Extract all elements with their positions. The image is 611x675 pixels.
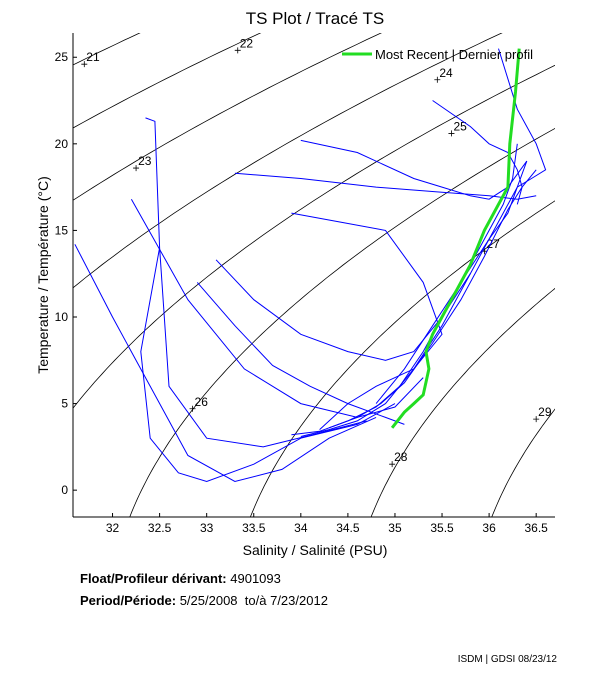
profile-line — [300, 139, 528, 200]
y-tick-label: 25 — [55, 50, 69, 64]
contour-label: 28 — [394, 450, 408, 464]
contour-label-marker — [389, 461, 396, 468]
x-tick-label: 36.5 — [524, 521, 548, 535]
legend: Most Recent | Dernier profil — [342, 47, 533, 62]
y-tick-label: 5 — [61, 397, 68, 411]
y-axis-label: Temperature / Température (°C) — [35, 176, 51, 374]
contour-label: 23 — [138, 154, 152, 168]
contour-label-marker — [448, 130, 455, 137]
contour-label: 25 — [453, 119, 467, 133]
profiles — [74, 48, 547, 483]
density-contour-24 — [73, 33, 503, 289]
profile-line — [196, 282, 405, 425]
chart-title: TS Plot / Tracé TS — [245, 9, 385, 28]
density-contours — [73, 33, 555, 517]
profile-line — [300, 160, 528, 437]
contour-label: 24 — [439, 66, 453, 80]
x-axis-label: Salinity / Salinité (PSU) — [243, 542, 388, 558]
contour-label-marker — [533, 416, 540, 423]
contour-label-marker — [189, 405, 196, 412]
x-tick-label: 33 — [200, 521, 214, 535]
density-contour-21 — [73, 33, 141, 66]
x-tick-label: 34 — [294, 521, 308, 535]
period-sep: to/à — [244, 593, 267, 608]
profile-line — [140, 247, 396, 483]
period-info: Period/Période: 5/25/2008 to/à 7/23/2012 — [80, 593, 328, 608]
profile-line — [291, 212, 443, 430]
contour-label: 29 — [538, 405, 552, 419]
profile-line — [432, 100, 523, 205]
y-tick-label: 15 — [55, 223, 69, 237]
contour-label-marker — [434, 76, 441, 83]
float-id: 4901093 — [230, 571, 281, 586]
most-recent-profile — [390, 48, 521, 429]
contour-label: 27 — [486, 237, 500, 251]
period-end: 7/23/2012 — [270, 593, 328, 608]
float-info: Float/Profileur dérivant: 4901093 — [80, 571, 281, 586]
profile-line — [291, 143, 518, 436]
contour-label-marker — [81, 61, 88, 68]
x-tick-label: 36 — [482, 521, 496, 535]
profile-line — [234, 172, 537, 200]
x-tick-label: 32 — [106, 521, 120, 535]
profile-line — [375, 48, 547, 404]
x-tick-label: 32.5 — [148, 521, 172, 535]
y-tick-label: 0 — [61, 483, 68, 497]
density-contour-23 — [73, 33, 382, 201]
contour-label-marker — [133, 165, 140, 172]
density-contour-27 — [249, 200, 555, 517]
period-start: 5/25/2008 — [179, 593, 238, 608]
contour-label: 22 — [240, 36, 254, 50]
profile-line — [215, 259, 471, 361]
y-tick-label: 10 — [55, 310, 69, 324]
contour-label: 21 — [86, 50, 100, 64]
profile-line — [130, 198, 424, 418]
density-contour-25 — [73, 64, 555, 409]
period-label: Period/Période: — [80, 593, 177, 608]
contour-labels: 21 22 23 24 25 26 27 28 29 — [81, 36, 552, 468]
x-tick-label: 35.5 — [430, 521, 454, 535]
axes: 32 32.5 33 33.5 34 34.5 35 35.5 36 36.5 0 5 10 15 20 25 — [55, 33, 555, 535]
density-contour-29 — [491, 408, 555, 517]
profile-line — [74, 244, 377, 483]
contour-label-marker — [234, 47, 241, 54]
legend-label: Most Recent | Dernier profil — [375, 47, 533, 62]
density-contour-28 — [370, 287, 555, 517]
contour-label: 26 — [195, 395, 209, 409]
density-contour-22 — [73, 33, 262, 129]
x-tick-label: 33.5 — [242, 521, 266, 535]
profile-line — [145, 117, 367, 448]
float-label: Float/Profileur dérivant: — [80, 571, 227, 586]
x-tick-label: 34.5 — [336, 521, 360, 535]
y-tick-label: 20 — [55, 137, 69, 151]
density-contour-26 — [129, 127, 555, 517]
footer-credit: ISDM | GDSI 08/23/12 — [457, 654, 557, 665]
x-tick-label: 35 — [388, 521, 402, 535]
profile-line — [328, 169, 537, 429]
